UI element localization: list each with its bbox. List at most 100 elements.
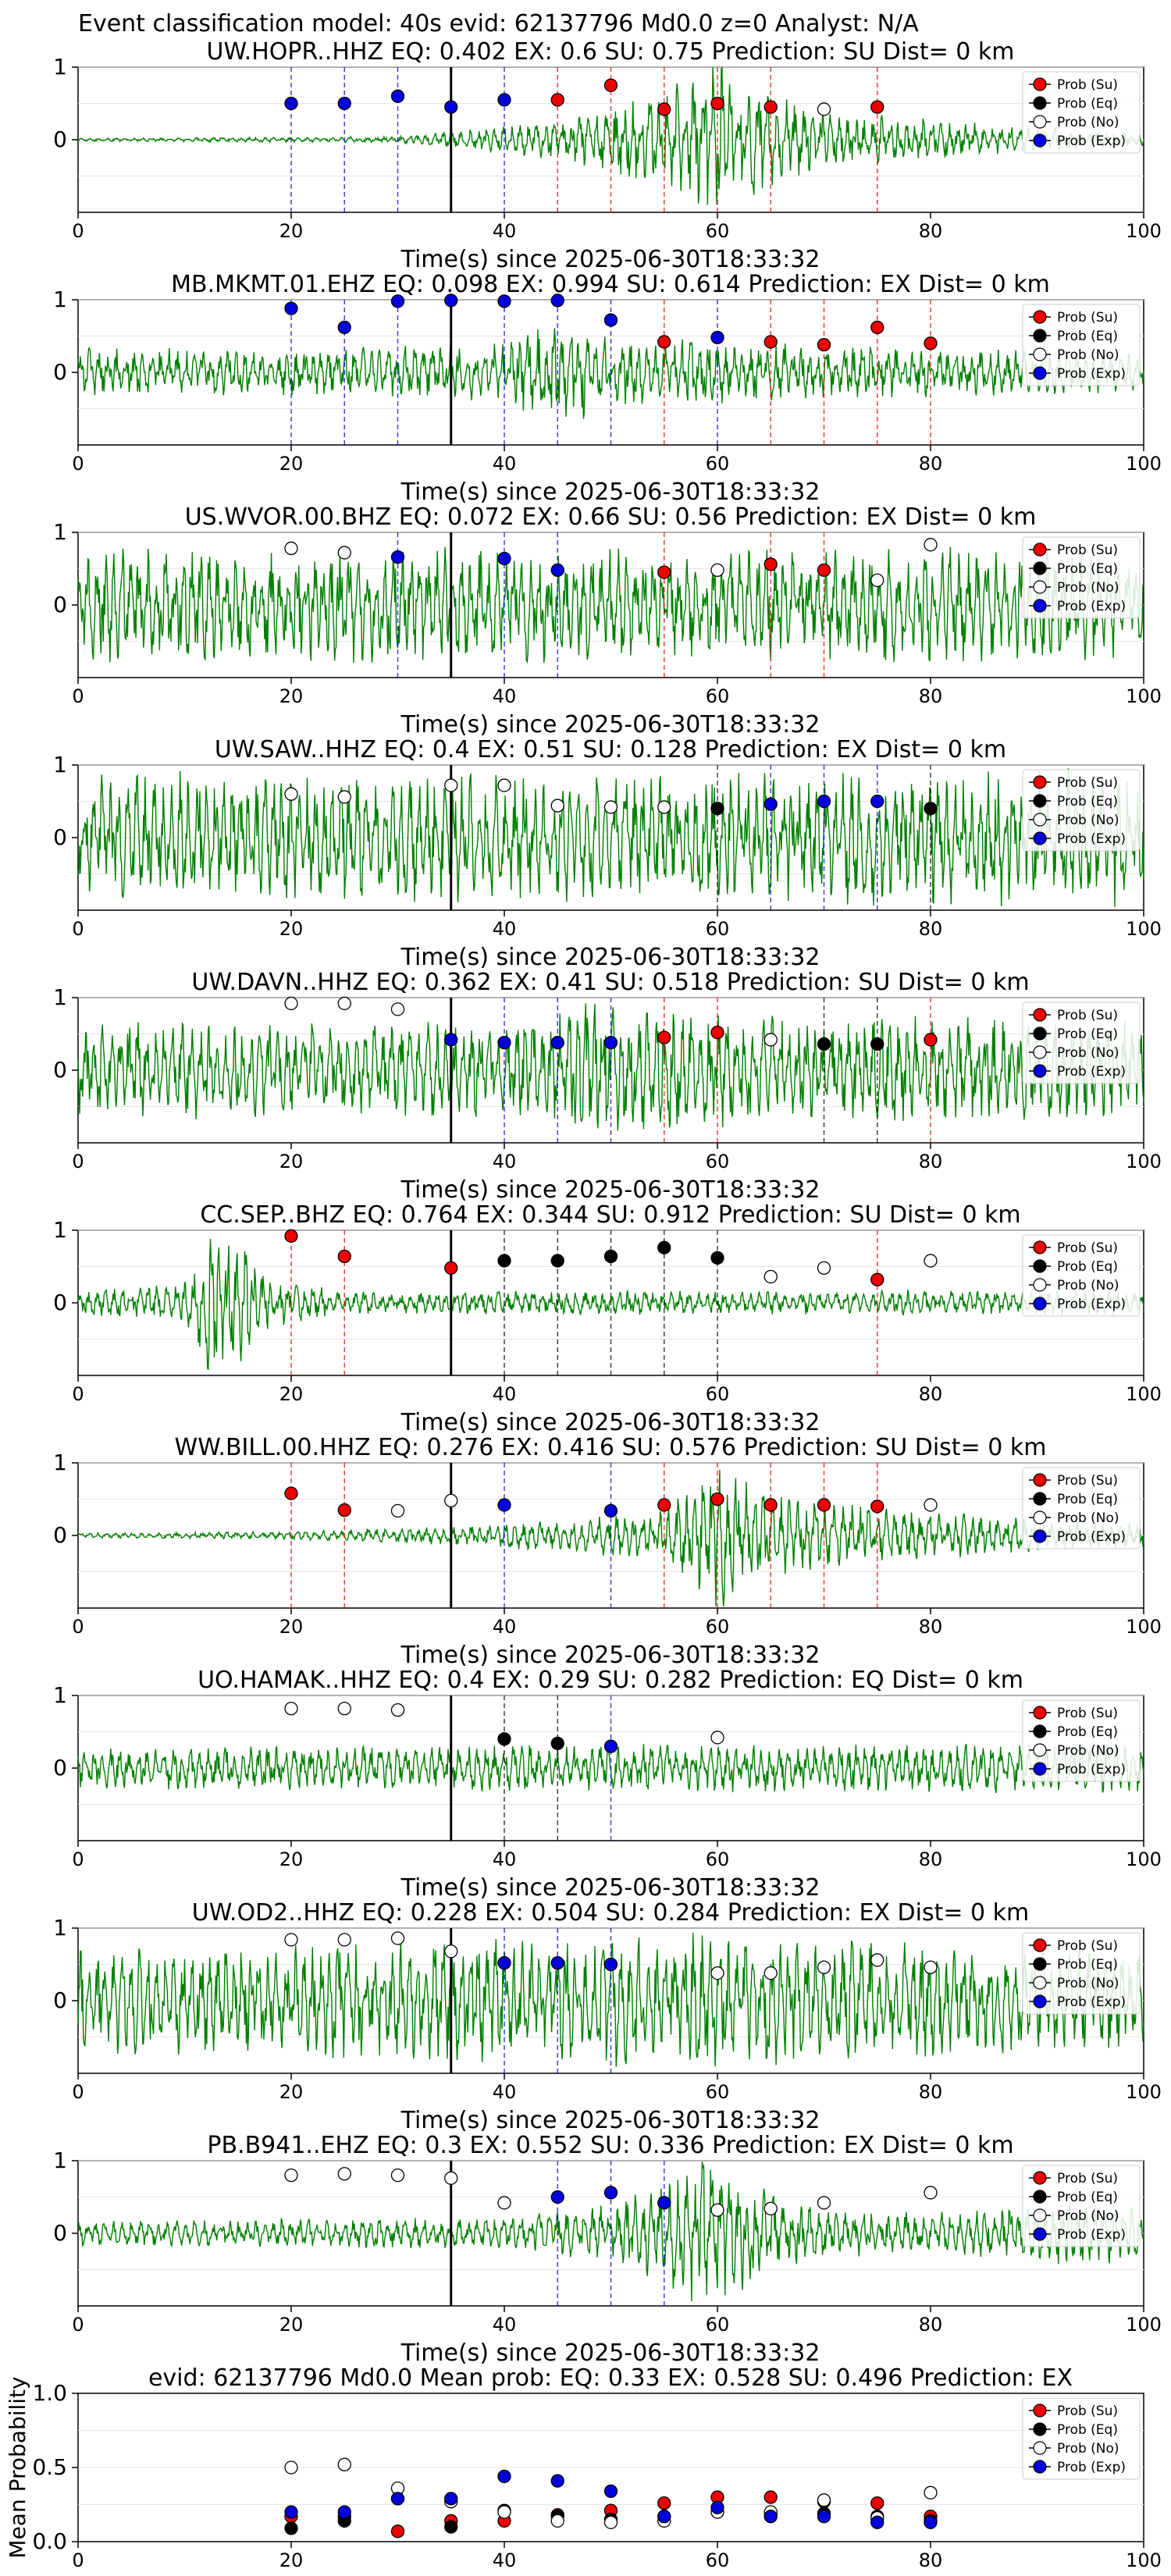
x-tick-label: 20	[279, 220, 304, 242]
legend-box	[1022, 769, 1141, 852]
y-tick-label: 1	[53, 1217, 67, 1243]
x-tick-label: 60	[706, 2081, 730, 2103]
legend-marker-no	[1033, 1045, 1047, 1059]
x-tick-label: 80	[919, 2081, 943, 2103]
legend-label-no: Prob (No)	[1057, 115, 1119, 130]
prob-marker-exp	[603, 1739, 618, 1753]
prob-marker-no	[817, 1261, 831, 1276]
chart-panel-11: evid: 62137796 Md0.0 Mean prob: EQ: 0.33…	[5, 2364, 1162, 2571]
x-tick-label: 20	[279, 1383, 304, 1405]
prob-marker-exp	[550, 294, 564, 308]
x-tick-label: 100	[1126, 685, 1162, 707]
x-tick-label: 0	[72, 1616, 84, 1638]
prob-marker-no	[284, 1702, 298, 1716]
x-axis-label: Time(s) since 2025-06-30T18:33:32	[400, 711, 820, 738]
x-tick-label: 80	[919, 2314, 943, 2336]
x-axis-label: Time(s) since 2025-06-30T18:33:32	[400, 1874, 820, 1902]
x-tick-label: 20	[279, 1848, 304, 1870]
x-tick-label: 60	[706, 220, 730, 242]
legend-marker-no	[1033, 347, 1047, 361]
mean-prob-point-su	[657, 2496, 671, 2510]
legend-marker-no	[1033, 2208, 1047, 2222]
mean-prob-point-no	[550, 2514, 564, 2528]
prob-marker-exp	[603, 313, 618, 327]
legend-marker-su	[1033, 1938, 1047, 1952]
prob-marker-no	[710, 1966, 724, 1980]
prob-marker-no	[763, 1033, 778, 1047]
legend-marker-su	[1033, 1240, 1047, 1254]
prob-marker-eq	[710, 1251, 724, 1265]
x-axis-label: Time(s) since 2025-06-30T18:33:32	[400, 2107, 820, 2134]
legend-label-exp: Prob (Exp)	[1057, 133, 1126, 149]
mean-prob-point-exp	[603, 2484, 618, 2499]
legend-marker-eq	[1033, 1026, 1047, 1041]
x-tick-label: 80	[919, 2549, 943, 2571]
x-tick-label: 0	[72, 2081, 84, 2103]
legend-box	[1022, 2397, 1141, 2480]
mean-prob-point-exp	[924, 2515, 938, 2529]
mean-prob-point-no	[924, 2485, 938, 2500]
prob-marker-exp	[817, 794, 831, 809]
chart-panel-3: US.WVOR.00.BHZ EQ: 0.072 EX: 0.66 SU: 0.…	[53, 503, 1162, 738]
legend-box	[1022, 1234, 1141, 1317]
x-tick-label: 20	[279, 2314, 304, 2336]
x-tick-label: 60	[706, 1383, 730, 1405]
legend-marker-no	[1033, 1278, 1047, 1292]
legend-label-eq: Prob (Eq)	[1057, 1492, 1118, 1507]
legend-label-eq: Prob (Eq)	[1057, 794, 1118, 809]
prob-marker-su	[763, 335, 778, 349]
y-tick-label: 0	[53, 1987, 67, 2013]
prob-marker-exp	[337, 320, 351, 334]
chart-panel-2: MB.MKMT.01.EHZ EQ: 0.098 EX: 0.994 SU: 0…	[53, 271, 1162, 506]
prob-marker-no	[763, 1269, 778, 1284]
prob-marker-no	[284, 2168, 298, 2183]
x-tick-label: 60	[706, 2549, 730, 2571]
legend-marker-exp	[1033, 1297, 1047, 1311]
legend-box	[1022, 1932, 1141, 2015]
prob-marker-no	[390, 1703, 405, 1717]
legend-marker-eq	[1033, 1957, 1047, 1971]
x-axis-label: Time(s) since 2025-06-30T18:33:32	[400, 1642, 820, 1669]
prob-marker-eq	[603, 1249, 618, 1264]
legend-marker-eq	[1033, 794, 1047, 808]
panel-title: CC.SEP..BHZ EQ: 0.764 EX: 0.344 SU: 0.91…	[200, 1201, 1020, 1229]
x-tick-label: 0	[72, 685, 84, 707]
prob-marker-su	[763, 100, 778, 114]
prob-marker-no	[657, 800, 671, 814]
legend-marker-exp	[1033, 2460, 1047, 2474]
legend-label-su: Prob (Su)	[1057, 1706, 1118, 1721]
panel-title: UW.DAVN..HHZ EQ: 0.362 EX: 0.41 SU: 0.51…	[191, 969, 1029, 996]
panel-title: UO.HAMAK..HHZ EQ: 0.4 EX: 0.29 SU: 0.282…	[198, 1667, 1023, 1694]
prob-marker-no	[497, 778, 511, 792]
x-tick-label: 40	[493, 2081, 517, 2103]
legend-label-eq: Prob (Eq)	[1057, 1026, 1118, 1042]
prob-marker-no	[924, 538, 938, 552]
legend-label-exp: Prob (Exp)	[1057, 1762, 1126, 1777]
prob-marker-eq	[657, 1240, 671, 1254]
x-tick-label: 40	[493, 2549, 517, 2571]
x-tick-label: 40	[493, 453, 517, 475]
legend-marker-eq	[1033, 96, 1047, 110]
prob-marker-su	[337, 1249, 351, 1264]
prob-marker-su	[870, 1500, 884, 1514]
legend-label-eq: Prob (Eq)	[1057, 329, 1118, 344]
x-tick-label: 20	[279, 2081, 304, 2103]
legend-label-no: Prob (No)	[1057, 347, 1119, 363]
x-tick-label: 0	[72, 1151, 84, 1172]
figure-suptitle: Event classification model: 40s evid: 62…	[78, 10, 919, 37]
x-tick-label: 0	[72, 918, 84, 940]
mean-prob-point-exp	[870, 2515, 884, 2529]
mean-prob-point-eq	[444, 2520, 458, 2534]
legend-marker-no	[1033, 115, 1047, 129]
prob-marker-exp	[337, 96, 351, 111]
x-tick-label: 40	[493, 1616, 517, 1638]
legend-label-exp: Prob (Exp)	[1057, 1529, 1126, 1545]
mean-prob-point-exp	[657, 2510, 671, 2524]
legend-label-su: Prob (Su)	[1057, 77, 1118, 93]
chart-panel-10: PB.B941..EHZ EQ: 0.3 EX: 0.552 SU: 0.336…	[53, 2132, 1162, 2367]
legend-marker-exp	[1033, 599, 1047, 613]
prob-marker-exp	[390, 294, 405, 308]
legend-marker-no	[1033, 813, 1047, 827]
x-tick-label: 40	[493, 220, 517, 242]
legend-marker-su	[1033, 2171, 1047, 2185]
